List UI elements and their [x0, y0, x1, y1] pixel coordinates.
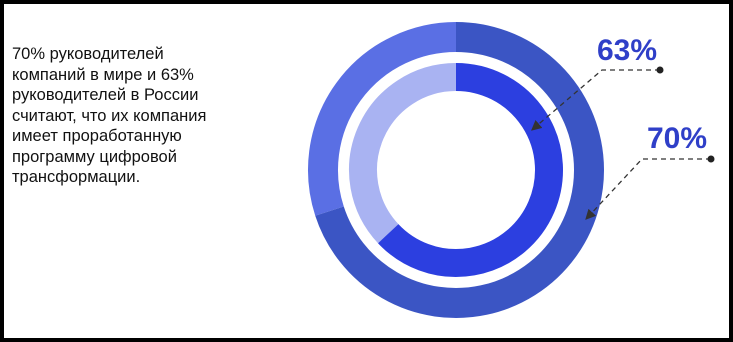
outer-leader-line: [585, 158, 711, 220]
inner-leader-line: [531, 69, 660, 131]
inner-leader-dot: [656, 66, 664, 74]
outer-ring-label: 70%: [647, 122, 707, 155]
inner-ring-slice: [378, 63, 563, 277]
inner-ring-label: 63%: [597, 34, 657, 67]
slide-frame: 70% руководителей компаний в мире и 63% …: [4, 4, 729, 338]
donut-chart: 70% 63%: [308, 22, 715, 318]
caption-text: 70% руководителей компаний в мире и 63% …: [12, 45, 207, 186]
outer-leader-dot: [707, 155, 715, 163]
outer-ring-rest: [308, 22, 457, 216]
outer-ring-slice: [315, 22, 604, 318]
inner-ring-rest: [349, 63, 457, 244]
